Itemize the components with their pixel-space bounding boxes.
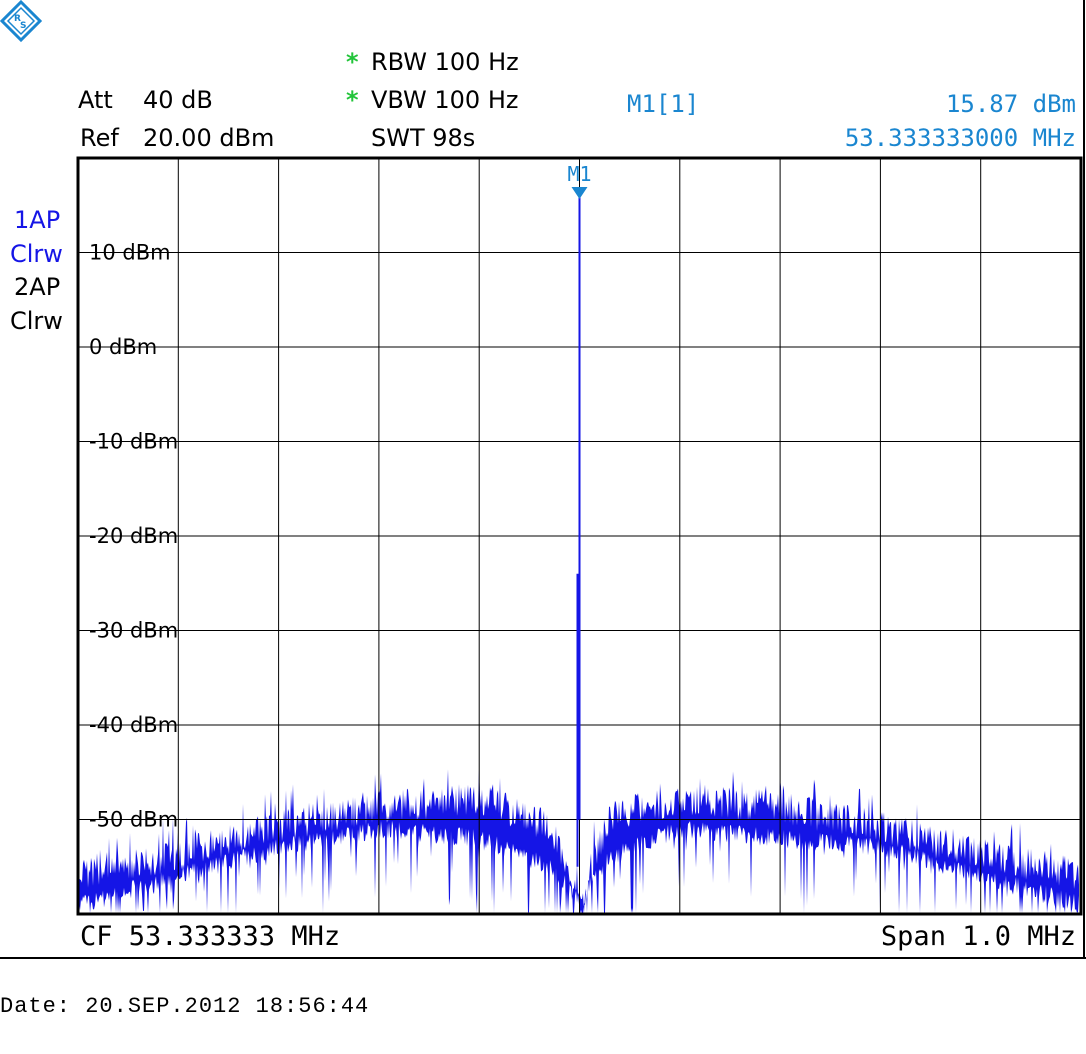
center-frequency: CF 53.333333 MHz: [80, 921, 341, 952]
swt-setting: SWT 98s: [371, 124, 476, 152]
plot-frame: [76, 156, 1083, 916]
y-tick-label: -40 dBm: [89, 713, 178, 737]
att-value: 40 dB: [143, 86, 213, 114]
marker-triangle: [571, 187, 588, 200]
ref-label: Ref: [80, 124, 119, 152]
marker-name: M1[1]: [627, 90, 700, 118]
trace1-mode: Clrw: [10, 240, 63, 268]
rbw-coupled-star: *: [346, 48, 359, 76]
rbw-setting: RBW 100 Hz: [371, 48, 519, 76]
marker-level: 15.87 dBm: [945, 90, 1076, 118]
noise-floor-trace: [79, 769, 1079, 915]
ref-value: 20.00 dBm: [143, 124, 275, 152]
marker-m1: M1: [567, 162, 592, 200]
marker-label: M1: [567, 162, 591, 186]
y-tick-label: -20 dBm: [89, 524, 178, 548]
rohde-schwarz-logo-icon: R S: [0, 0, 43, 43]
vbw-setting: VBW 100 Hz: [371, 86, 519, 114]
trace1-label: 1AP: [14, 206, 61, 234]
svg-text:R: R: [14, 14, 21, 24]
date-stamp: Date: 20.SEP.2012 18:56:44: [0, 994, 370, 1019]
carrier-trace: [576, 197, 581, 867]
noise-fill: [79, 769, 1079, 915]
y-tick-label: -50 dBm: [89, 808, 178, 832]
marker-frequency: 53.333333000 MHz: [844, 124, 1076, 152]
trace2-label: 2AP: [14, 273, 61, 301]
y-tick-label: 10 dBm: [89, 241, 171, 265]
y-tick-label: 0 dBm: [89, 335, 157, 359]
svg-text:S: S: [20, 21, 26, 31]
att-label: Att: [78, 86, 113, 114]
vbw-coupled-star: *: [346, 86, 359, 114]
y-axis-labels: 10 dBm 0 dBm -10 dBm -20 dBm -30 dBm -40 dBm -…: [89, 241, 178, 832]
y-tick-label: -10 dBm: [89, 430, 178, 454]
trace2-mode: Clrw: [10, 307, 63, 335]
span: Span 1.0 MHz: [880, 921, 1076, 952]
y-tick-label: -30 dBm: [89, 619, 178, 643]
